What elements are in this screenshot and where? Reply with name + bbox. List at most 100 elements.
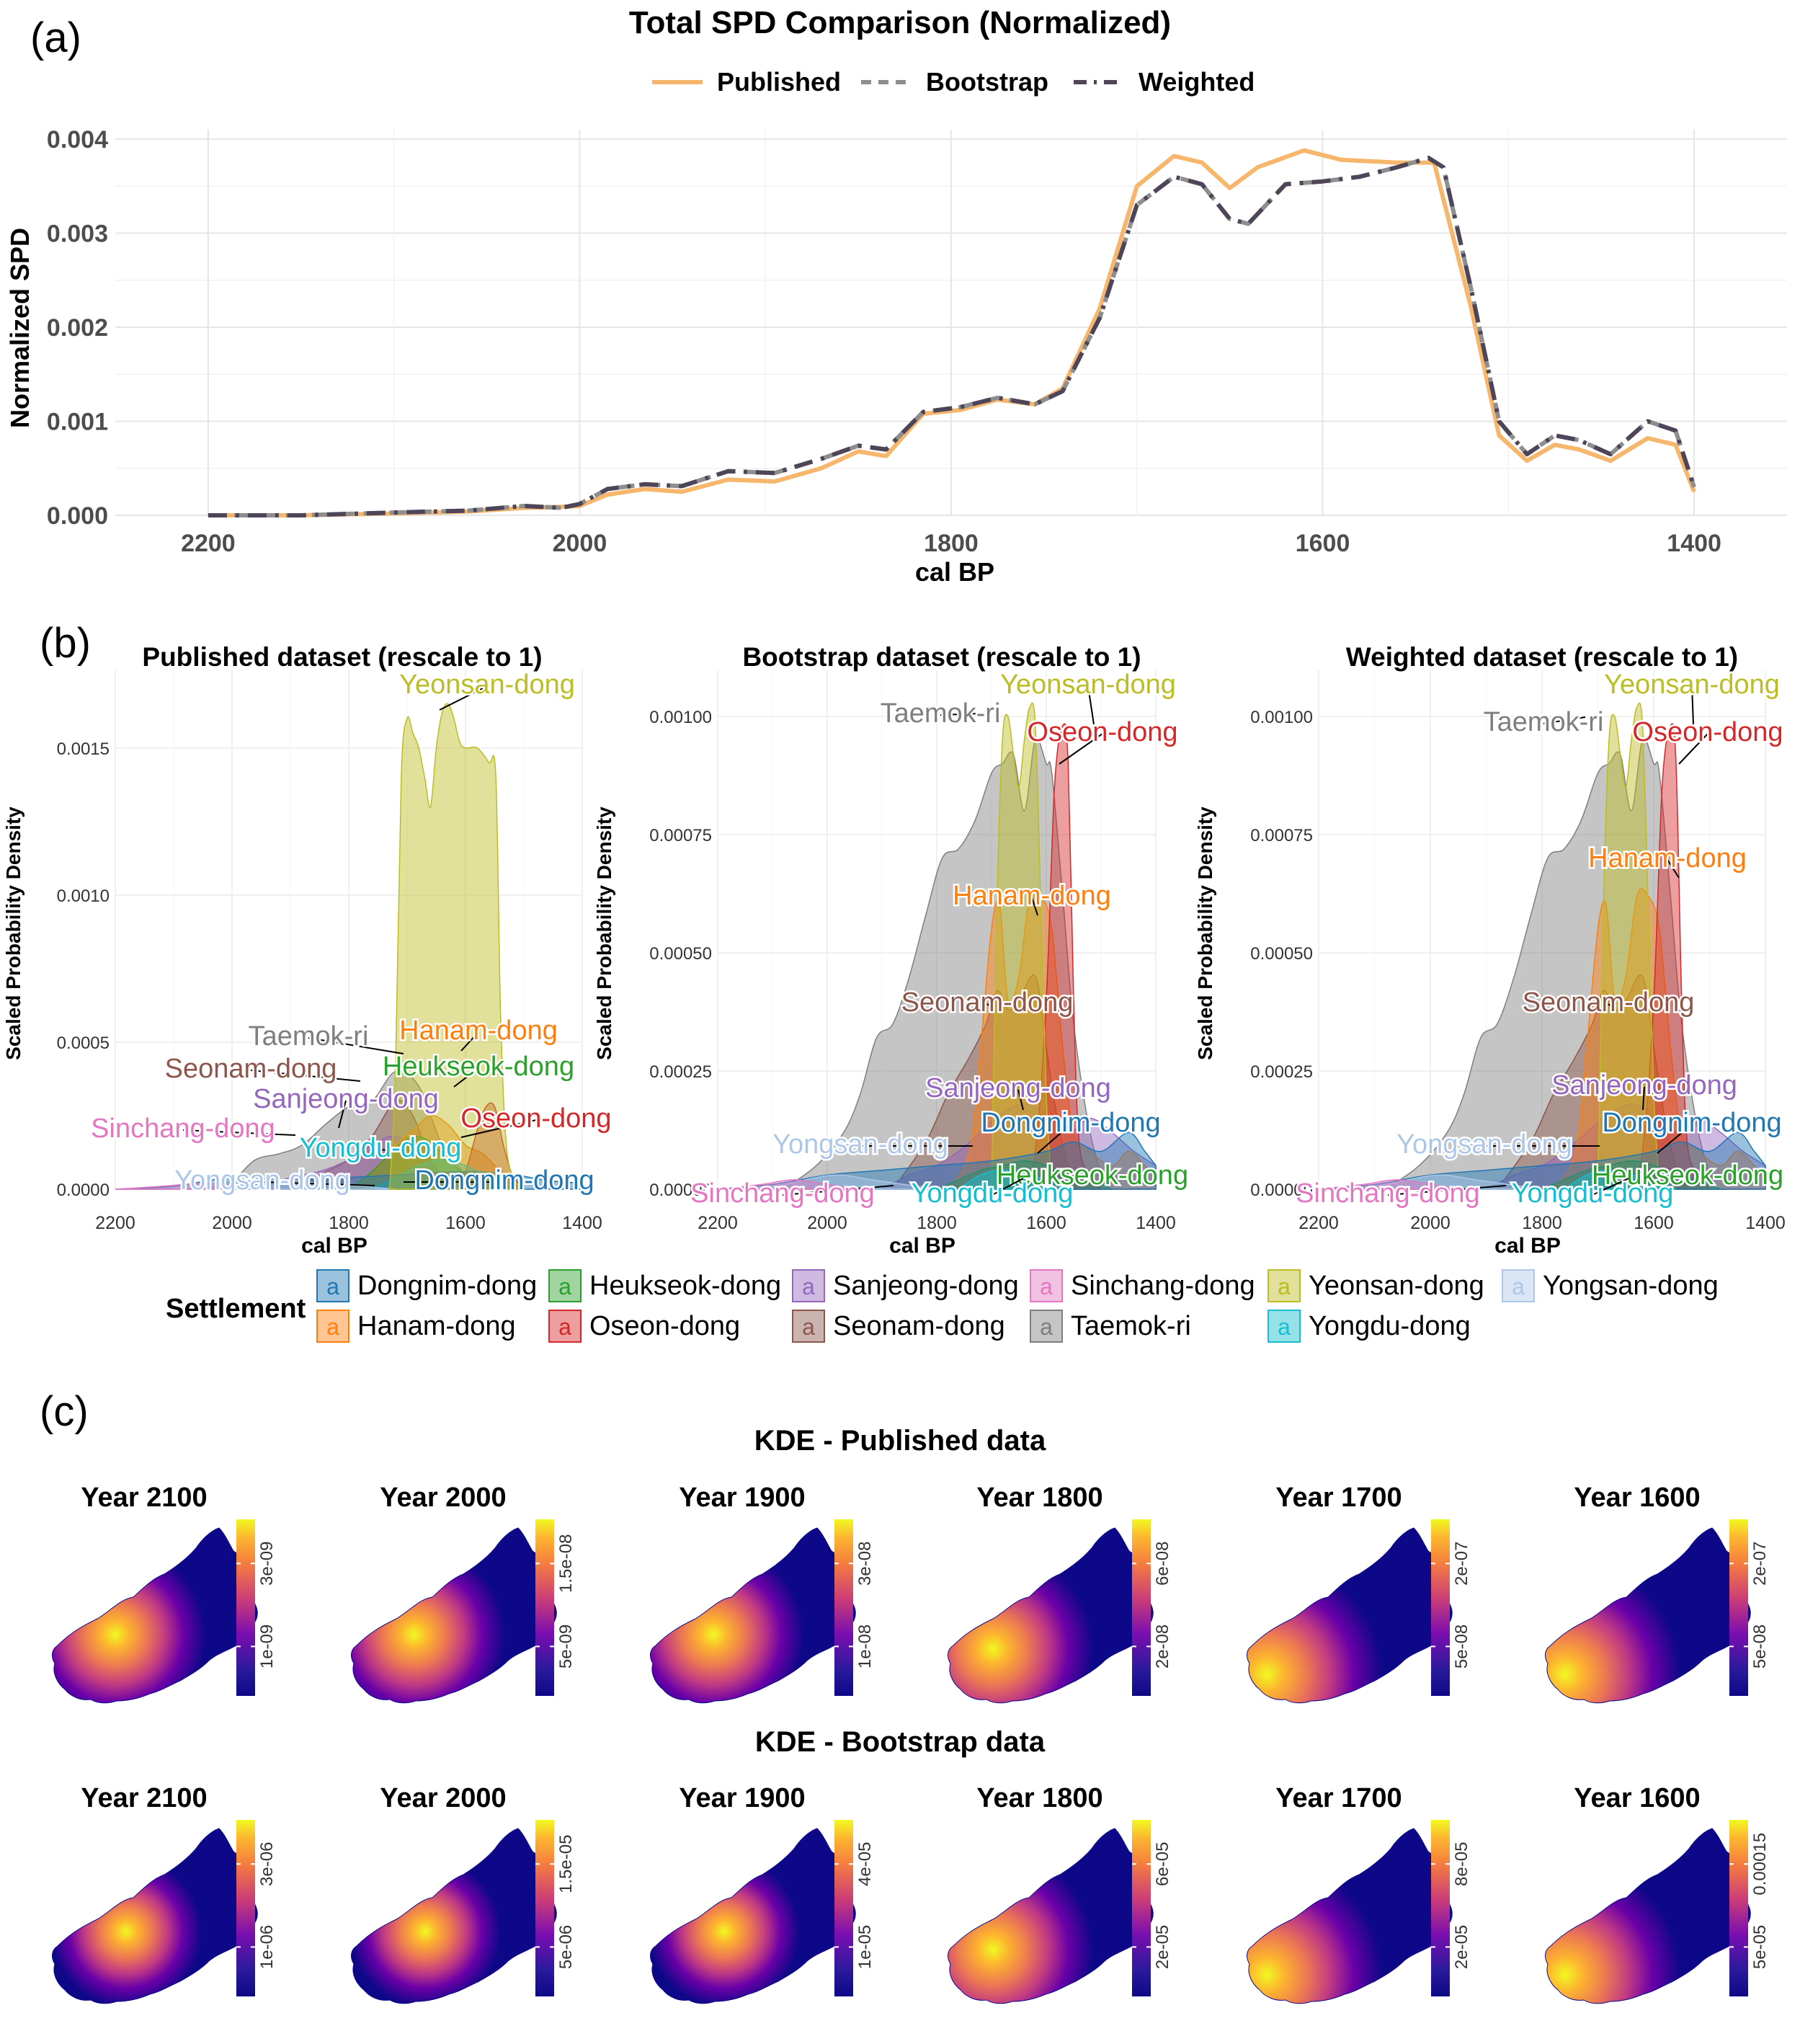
leader-line-sanjeong-dong [338, 1100, 347, 1129]
kde-map: Year 2000 5e-09 1.5e-08 [351, 1483, 576, 1704]
kde-region-group [650, 1828, 856, 2004]
legend-label-weighted: Weighted [1139, 67, 1255, 97]
colorbar [236, 1820, 255, 1996]
kde-region [52, 1828, 258, 2004]
colorbar-tick-label: 5e-09 [556, 1625, 576, 1668]
legend-key-glyph: a [1040, 1314, 1053, 1340]
kde-region [52, 1527, 258, 1704]
leader-line-sinchang-dong [1387, 1185, 1507, 1196]
colorbar-tick-label: 1e-09 [257, 1625, 277, 1668]
direct-label-seonam-dong: Seonam-dong [1523, 987, 1695, 1018]
x-tick-label: 1600 [445, 1213, 486, 1233]
legend-key-glyph: a [802, 1314, 815, 1340]
panel-label-b: (b) [40, 620, 91, 667]
y-tick-label: 0.00075 [1250, 826, 1313, 845]
area-yeonsan-dong [1597, 702, 1660, 1190]
leader-line-yeonsan-dong [1087, 685, 1095, 725]
area-taemok-ri [202, 1070, 478, 1190]
direct-label-taemok-ri: Taemok-ri [1484, 707, 1604, 737]
kde-map-title: Year 2100 [81, 1783, 207, 1813]
direct-label-dongnim-dong: Dongnim-dong [1602, 1108, 1781, 1138]
kde-map: Year 2100 1e-06 3e-06 [52, 1783, 277, 2004]
area-yongdu-dong [1562, 1170, 1677, 1190]
area-seonam-dong [290, 1099, 466, 1190]
leader-line-hanam-dong [460, 1031, 479, 1052]
area-hanam-dong [946, 888, 1157, 1190]
kde-map-title: Year 1800 [976, 1483, 1102, 1513]
kde-region [948, 1527, 1154, 1704]
x-tick-label: 1800 [917, 1213, 957, 1233]
legend-label-seonam-dong: Seonam-dong [833, 1311, 1005, 1341]
x-axis-label: cal BP [1494, 1234, 1561, 1258]
y-tick-label: 0.00050 [1250, 944, 1313, 964]
direct-label-oseon-dong: Oseon-dong [1027, 717, 1177, 747]
area-yeonsan-dong [388, 703, 525, 1190]
area-sinchang-dong [717, 1179, 860, 1190]
colorbar [236, 1519, 255, 1696]
colorbar-tick-label: 2e-07 [1452, 1542, 1471, 1586]
kde-map: Year 1700 5e-08 2e-07 [1247, 1483, 1471, 1704]
x-tick-label: 1600 [1634, 1213, 1674, 1233]
y-tick-label: 0.004 [47, 126, 108, 154]
kde-region [948, 1828, 1154, 2004]
kde-map-title: Year 1700 [1275, 1783, 1402, 1813]
legend-label-bootstrap: Bootstrap [926, 67, 1048, 97]
legend-key-yeonsan-dong [1267, 1269, 1301, 1302]
x-tick-label: 2000 [553, 530, 607, 557]
direct-label-yeonsan-dong: Yeonsan-dong [399, 670, 575, 700]
direct-label-yongsan-dong: Yongsan-dong [1396, 1129, 1572, 1160]
kde-region [650, 1828, 856, 2004]
kde-region [351, 1828, 557, 2004]
area-yeonsan-dong [991, 702, 1053, 1190]
legend-label-yongsan-dong: Yongsan-dong [1543, 1271, 1719, 1301]
leader-line-yongdu-dong [992, 1178, 1024, 1196]
kde-map: Year 1600 5e-08 2e-07 [1545, 1483, 1770, 1704]
legend-key-glyph: a [1278, 1314, 1291, 1340]
colorbar [1729, 1519, 1748, 1696]
direct-label-taemok-ri: Taemok-ri [249, 1021, 369, 1052]
direct-label-yongdu-dong: Yongdu-dong [912, 1178, 1074, 1209]
legend-key-sinchang-dong [1030, 1269, 1063, 1302]
legend-label-yongdu-dong: Yongdu-dong [1309, 1311, 1471, 1341]
kde-region-group [948, 1828, 1154, 2004]
area-oseon-dong [1630, 723, 1711, 1190]
y-tick-label: 0.00100 [649, 708, 712, 727]
legend-label-sinchang-dong: Sinchang-dong [1071, 1271, 1255, 1301]
direct-label-hanam-dong: Hanam-dong [953, 881, 1111, 911]
kde-map: Year 1700 2e-05 8e-05 [1247, 1783, 1471, 2004]
legend-key-glyph: a [802, 1274, 815, 1299]
area-oseon-dong [1023, 723, 1102, 1190]
leader-line-oseon-dong [1678, 733, 1708, 765]
x-axis-label: cal BP [915, 557, 994, 587]
colorbar-tick-label: 2e-08 [1153, 1625, 1172, 1668]
direct-label-yongdu-dong: Yongdu-dong [1512, 1178, 1674, 1209]
panel-b-1: 0.0000 0.0005 0.0010 0.0015 2200 2000 1800 1600… [2, 642, 613, 1258]
x-axis-label: cal BP [889, 1234, 955, 1258]
legend-title: Settlement [166, 1294, 306, 1324]
colorbar [535, 1519, 554, 1696]
x-tick-label: 1800 [329, 1213, 369, 1233]
leader-line-taemok-ri [940, 713, 981, 716]
kde-row-title: KDE - Published data [754, 1425, 1046, 1457]
legend-label-yeonsan-dong: Yeonsan-dong [1309, 1271, 1484, 1301]
y-axis-label: Scaled Probability Density [593, 807, 615, 1060]
direct-label-yeonsan-dong: Yeonsan-dong [1604, 670, 1780, 700]
y-tick-label: 0.00000 [649, 1181, 712, 1200]
kde-region-group [52, 1527, 258, 1704]
x-tick-label: 1400 [1136, 1213, 1176, 1233]
legend-key-glyph: a [558, 1314, 571, 1340]
kde-region-group [1247, 1828, 1453, 2004]
legend-label-taemok-ri: Taemok-ri [1071, 1311, 1191, 1341]
y-tick-label: 0.00050 [649, 944, 712, 964]
y-tick-label: 0.0015 [57, 739, 110, 759]
x-tick-label: 1800 [1522, 1213, 1562, 1233]
direct-label-taemok-ri: Taemok-ri [881, 698, 1001, 729]
chart-title: Bootstrap dataset (rescale to 1) [742, 642, 1141, 672]
leader-line-taemok-ri [1543, 716, 1586, 724]
leader-line-dongnim-dong [1657, 1124, 1693, 1154]
colorbar-tick-label: 3e-06 [257, 1842, 277, 1886]
y-tick-label: 0.00075 [649, 826, 712, 845]
colorbar-tick-label: 6e-08 [1153, 1542, 1172, 1586]
panel-b-3: 0.00000 0.00025 0.00050 0.00075 0.00100 2200 2… [1194, 642, 1786, 1258]
